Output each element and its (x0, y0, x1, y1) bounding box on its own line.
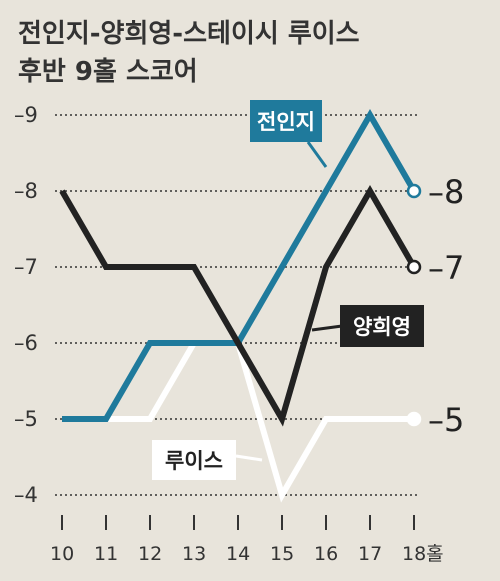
x-tick-label: 18홀 (402, 543, 444, 565)
x-tick-label: 14 (226, 543, 250, 565)
series-label-pointer (235, 454, 263, 462)
series-label-box (250, 100, 322, 142)
x-tick-label: 11 (94, 543, 118, 565)
series-name-label: 루이스 (165, 449, 223, 473)
x-tick-label: 12 (138, 543, 162, 565)
y-tick-label: –9 (14, 103, 38, 127)
x-tick-label: 15 (270, 543, 294, 565)
series-label-pointer (311, 324, 343, 332)
chart-title-line-1: 전인지-양희영-스테이시 루이스 (18, 19, 360, 49)
y-axis-ticks: –9 –8 –7 –6 –5 –4 (14, 103, 38, 507)
end-value-label: –8 (428, 173, 464, 211)
x-tick-label: 13 (182, 543, 206, 565)
x-axis-ticks: 10 11 12 13 14 15 16 17 18홀 (50, 515, 444, 565)
series-lines (59, 109, 417, 503)
y-tick-label: –5 (14, 407, 38, 431)
series-line (59, 185, 417, 427)
end-value-label: –5 (428, 401, 464, 439)
series-label-pointer (306, 141, 328, 168)
series-name-label: 전인지 (257, 110, 315, 134)
series-label-box (340, 305, 424, 347)
series-line (62, 340, 414, 503)
series-label-box (152, 440, 236, 480)
end-point-marker (406, 183, 422, 199)
x-tick-label: 16 (314, 543, 338, 565)
y-tick-label: –6 (14, 331, 38, 355)
y-tick-label: –7 (14, 255, 38, 279)
y-tick-label: –4 (14, 483, 38, 507)
end-point-marker (406, 259, 422, 275)
chart-title-line-2: 후반 9홀 스코어 (18, 57, 198, 87)
end-point-marker (406, 411, 422, 427)
x-tick-label: 10 (50, 543, 74, 565)
end-value-label: –7 (428, 249, 464, 287)
x-tick-label: 17 (358, 543, 382, 565)
y-tick-label: –8 (14, 179, 38, 203)
series-name-label: 양희영 (353, 315, 411, 339)
